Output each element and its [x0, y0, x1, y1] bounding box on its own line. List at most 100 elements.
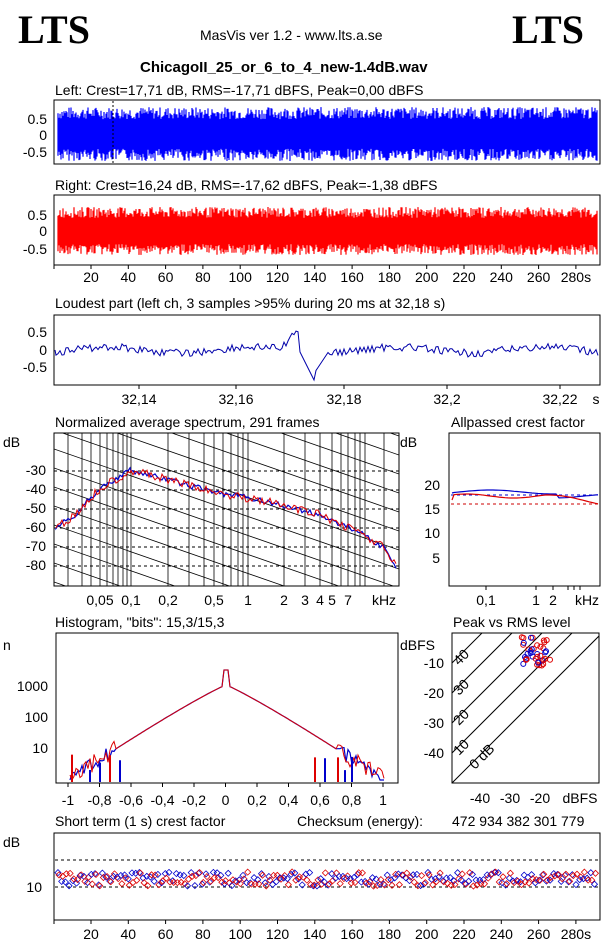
crest-point	[169, 877, 177, 885]
crest-point	[361, 877, 369, 886]
level-point	[523, 656, 529, 663]
crest-point	[302, 870, 310, 878]
level-point	[528, 634, 534, 641]
x-tick-label: 1	[244, 592, 252, 608]
x-tick-label: 0,1	[121, 592, 141, 608]
crest-point	[198, 880, 206, 888]
y-tick-label: 0.5	[28, 324, 48, 340]
level-point	[543, 648, 549, 655]
crest-point	[180, 871, 188, 880]
level-point	[528, 646, 535, 653]
crest-point	[118, 880, 126, 888]
x-tick-label: 80	[195, 269, 211, 285]
crest-point	[184, 875, 193, 883]
y-tick-label: 0.5	[28, 111, 48, 127]
y-tick-label: 1000	[17, 678, 48, 694]
crest-point	[424, 868, 432, 877]
x-tick-label: 120	[266, 926, 290, 942]
crest-point	[406, 873, 415, 881]
crest-point	[206, 878, 214, 886]
crest-point	[233, 878, 241, 886]
peak-rms-plot: dBFS -10 -20 -30 -40 -40 -30 -20 dBFS 40…	[400, 632, 600, 806]
crest-point	[543, 876, 551, 884]
crest-point	[395, 881, 403, 889]
loudest-part-plot: 0.5 0 -0.5 32,14 32,16 32,18 32,2 32,22 …	[23, 314, 601, 407]
x-tick-label: 260	[527, 269, 551, 285]
x-tick-label: 40	[121, 269, 137, 285]
crest-point	[207, 877, 215, 885]
crest-point	[365, 880, 373, 888]
x-tick-label: 32,16	[218, 391, 253, 407]
crest-point	[347, 879, 355, 887]
crest-point	[291, 869, 299, 877]
y-tick-label: -0.5	[23, 359, 47, 375]
slope-line	[54, 562, 122, 586]
crest-diagonal	[452, 633, 513, 694]
crest-point	[155, 881, 163, 889]
x-tick-label: 60	[158, 926, 174, 942]
crest-point	[425, 871, 433, 879]
peak-rms-title: Peak vs RMS level	[453, 614, 571, 630]
crest-point	[514, 877, 522, 885]
level-point	[541, 639, 548, 646]
x-tick-label: 0,4	[279, 792, 299, 808]
crest-point	[88, 880, 96, 888]
histogram-title: Histogram, "bits": 15,3/15,3	[55, 614, 225, 630]
crest-point	[72, 879, 81, 887]
crest-point	[117, 871, 125, 880]
x-tick-label: 160	[340, 269, 364, 285]
x-tick-label: 240	[490, 926, 514, 942]
x-tick-label: 180	[378, 269, 402, 285]
crest-point	[270, 871, 278, 879]
crest-point	[87, 870, 95, 878]
crest-point	[99, 873, 107, 882]
crest-point	[325, 880, 333, 888]
crest-point	[494, 869, 502, 877]
crest-diagonal	[452, 633, 483, 664]
crest-point	[55, 871, 63, 879]
crest-point	[516, 878, 525, 886]
crest-point	[443, 879, 452, 887]
x-tick-label: 240	[490, 269, 514, 285]
crest-point	[521, 878, 529, 886]
loudest-title: Loudest part (left ch, 3 samples >95% du…	[55, 295, 446, 311]
slope-line	[54, 505, 286, 586]
crest-point	[329, 877, 337, 885]
crest-point	[535, 876, 543, 884]
crest-point	[154, 870, 162, 878]
crest-point	[454, 869, 462, 877]
level-point	[537, 643, 544, 650]
slope-line	[54, 448, 399, 570]
crest-point	[262, 882, 270, 890]
x-tick-label: -20	[530, 790, 550, 806]
crest-point	[457, 876, 465, 884]
crest-point	[107, 878, 115, 886]
y-tick-label: -80	[26, 557, 46, 573]
x-tick-label: 20	[83, 926, 99, 942]
crest-point	[314, 876, 322, 884]
x-tick-label: 0,2	[247, 792, 267, 808]
crest-point	[421, 879, 429, 887]
crest-point	[529, 875, 537, 883]
x-tick-label: -0,2	[182, 792, 206, 808]
right-channel-title: Right: Crest=16,24 dB, RMS=-17,62 dBFS, …	[55, 177, 438, 193]
crest-point	[266, 876, 274, 884]
y-unit-label: dBFS	[400, 637, 435, 653]
level-point	[520, 660, 527, 667]
x-tick-label: 100	[229, 926, 253, 942]
crest-point	[351, 878, 359, 887]
crest-point	[298, 881, 306, 889]
crest-point	[192, 871, 200, 880]
crest-point	[331, 874, 340, 882]
level-point	[534, 642, 541, 649]
crest-point	[472, 876, 480, 884]
crest-point	[62, 870, 70, 878]
x-tick-label: kHz	[372, 592, 396, 608]
crest-point	[187, 869, 195, 877]
y-tick-label: 0.5	[28, 207, 48, 223]
x-tick-label: 220	[452, 926, 476, 942]
crest-point	[124, 875, 132, 883]
crest-point	[183, 882, 192, 890]
crest-diagonal	[452, 633, 573, 754]
crest-point	[292, 876, 300, 884]
